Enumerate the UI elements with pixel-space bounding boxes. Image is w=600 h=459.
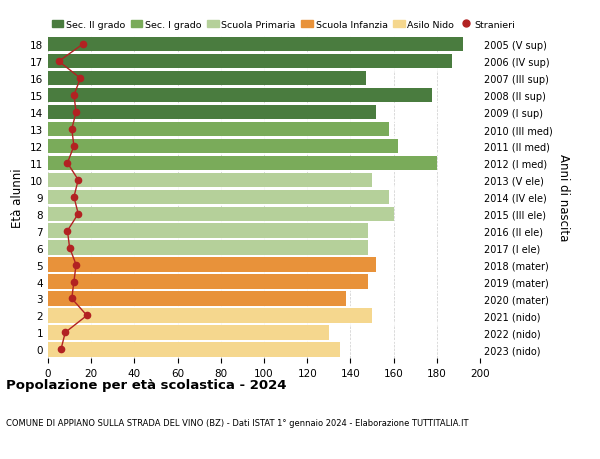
Bar: [48, 241, 368, 255]
Bar: [48, 72, 365, 86]
Bar: [48, 123, 389, 137]
Bar: [48, 106, 376, 120]
Bar: [48, 157, 437, 171]
Text: COMUNE DI APPIANO SULLA STRADA DEL VINO (BZ) - Dati ISTAT 1° gennaio 2024 - Elab: COMUNE DI APPIANO SULLA STRADA DEL VINO …: [6, 418, 469, 427]
Bar: [48, 224, 368, 238]
Bar: [48, 38, 463, 52]
Bar: [48, 275, 368, 289]
Bar: [48, 325, 329, 340]
Y-axis label: Anni di nascita: Anni di nascita: [557, 154, 569, 241]
Bar: [48, 291, 346, 306]
Bar: [48, 342, 340, 357]
Bar: [48, 207, 394, 221]
Bar: [48, 89, 433, 103]
Bar: [48, 258, 376, 272]
Y-axis label: Età alunni: Età alunni: [11, 168, 25, 227]
Bar: [48, 173, 372, 188]
Bar: [48, 308, 372, 323]
Bar: [48, 140, 398, 154]
Legend: Sec. II grado, Sec. I grado, Scuola Primaria, Scuola Infanzia, Asilo Nido, Stran: Sec. II grado, Sec. I grado, Scuola Prim…: [48, 17, 518, 34]
Bar: [48, 190, 389, 205]
Bar: [48, 55, 452, 69]
Text: Popolazione per età scolastica - 2024: Popolazione per età scolastica - 2024: [6, 379, 287, 392]
